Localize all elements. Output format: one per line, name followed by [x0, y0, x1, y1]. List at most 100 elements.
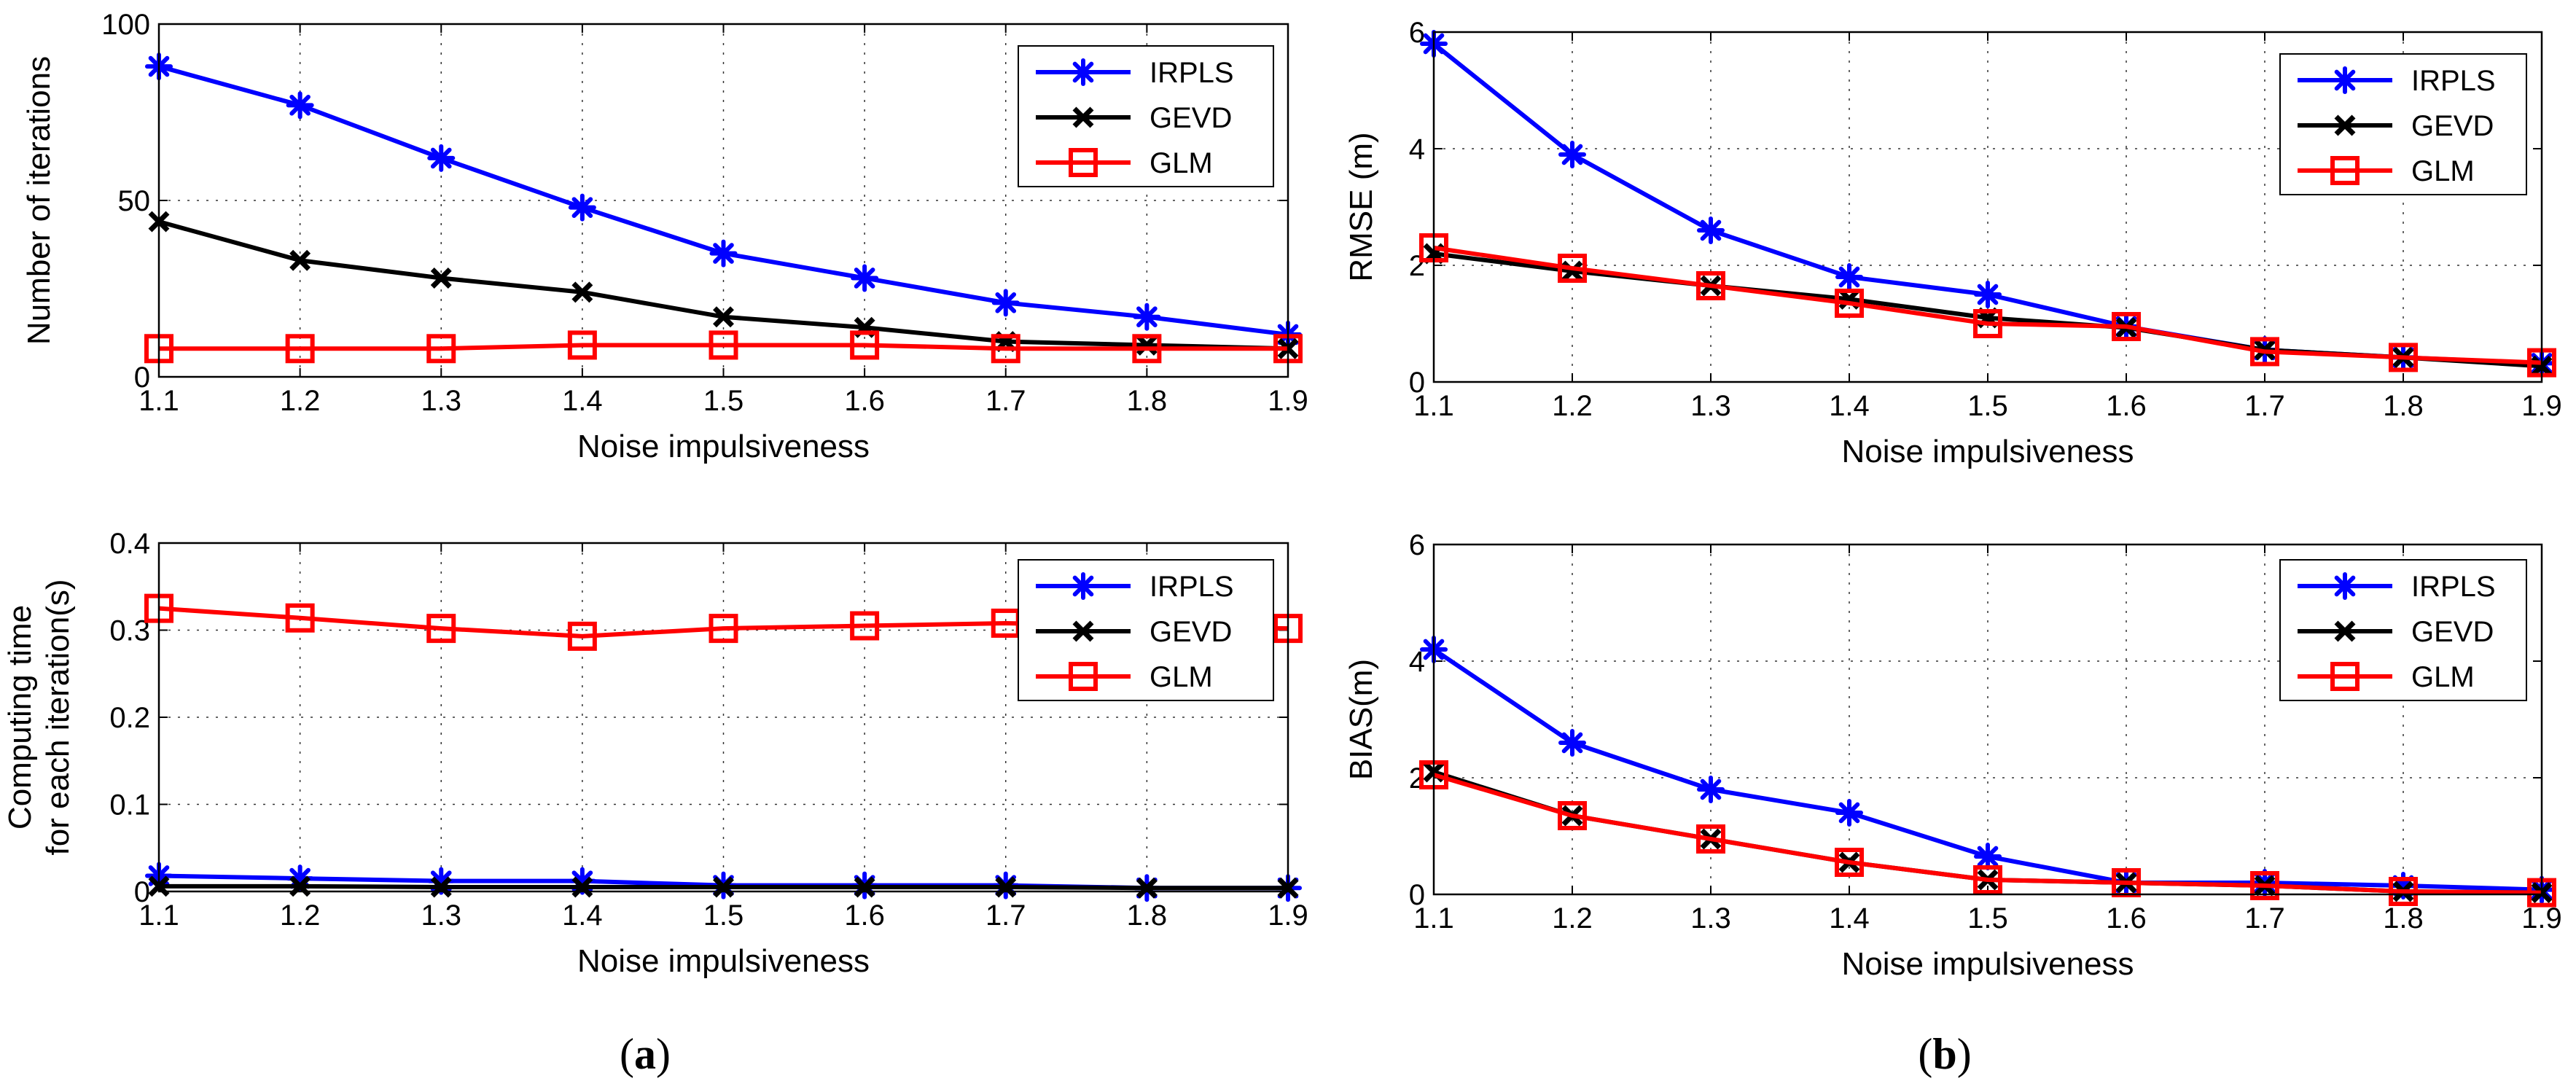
y-tick-label: 0.3	[109, 615, 150, 647]
legend-entry-irpls: IRPLS	[2298, 65, 2496, 97]
y-tick-label: 0	[134, 876, 150, 908]
data-point-irpls	[1974, 281, 2002, 308]
data-point-irpls	[1697, 776, 1725, 803]
data-point-gevd	[571, 876, 593, 898]
data-point-irpls	[709, 239, 738, 268]
x-tick-label: 1.3	[421, 385, 461, 417]
x-tick-label: 1.8	[1127, 899, 1168, 932]
data-point-gevd	[854, 876, 875, 898]
data-point-gevd	[571, 281, 593, 303]
y-tick-label: 0.4	[109, 528, 150, 560]
data-point-glm	[567, 330, 597, 360]
data-point-glm	[1558, 801, 1587, 830]
x-tick-label: 1.6	[844, 385, 885, 417]
legend-label: GEVD	[1150, 102, 1232, 134]
x-tick-label: 1.3	[421, 899, 461, 932]
caption-b: (b)	[1918, 1030, 1971, 1078]
x-axis-label: Noise impulsiveness	[1841, 946, 2134, 982]
data-point-irpls	[1835, 263, 1863, 291]
legend-entry-glm: GLM	[2298, 661, 2475, 693]
x-tick-label: 1.1	[138, 385, 179, 417]
data-point-irpls	[1558, 729, 1586, 757]
series-line-glm	[159, 343, 1288, 351]
series-line-glm	[1433, 773, 2542, 895]
data-point-glm	[850, 611, 880, 641]
data-point-irpls	[286, 91, 314, 120]
y-tick-label: 4	[1409, 646, 1425, 678]
x-tick-label: 1.9	[1268, 385, 1308, 417]
legend-entry-glm: GLM	[1036, 147, 1213, 179]
y-tick-label: 50	[118, 185, 151, 217]
legend-entry-gevd: GEVD	[2298, 616, 2494, 648]
data-point-gevd	[713, 306, 734, 328]
legend-label: IRPLS	[1150, 571, 1234, 603]
x-tick-label: 1.3	[1690, 902, 1731, 934]
data-point-gevd	[713, 876, 734, 898]
legend: IRPLS GEVD GLM	[1018, 559, 1274, 701]
x-axis-label: Noise impulsiveness	[1841, 434, 2134, 469]
legend-entry-glm: GLM	[2298, 155, 2475, 187]
x-tick-label: 1.2	[280, 385, 321, 417]
x-tick-label: 1.7	[2244, 902, 2285, 934]
data-point-gevd	[430, 876, 452, 898]
x-axis-label: Noise impulsiveness	[577, 943, 870, 979]
data-point-glm	[426, 614, 456, 644]
data-point-irpls	[1974, 843, 2002, 870]
legend-marker-glm	[2330, 156, 2360, 185]
data-point-irpls	[427, 144, 456, 172]
legend-entry-irpls: IRPLS	[1036, 57, 1234, 89]
legend-label: GLM	[1150, 147, 1213, 179]
data-point-glm	[285, 603, 315, 633]
y-tick-label: 4	[1409, 133, 1425, 165]
legend-label: IRPLS	[2411, 65, 2496, 97]
data-point-glm	[2250, 337, 2279, 367]
legend-label: IRPLS	[1150, 57, 1234, 89]
data-point-irpls	[991, 289, 1020, 317]
data-point-glm	[1696, 271, 1725, 300]
x-tick-label: 1.8	[2383, 902, 2424, 934]
data-point-gevd	[1136, 877, 1158, 899]
data-point-gevd	[1136, 334, 1158, 356]
x-tick-label: 1.5	[703, 899, 744, 932]
data-point-irpls	[851, 264, 879, 292]
legend-entry-gevd: GEVD	[1036, 616, 1232, 648]
x-axis-label: Noise impulsiveness	[577, 429, 870, 464]
y-axis-label: BIAS(m)	[1343, 659, 1379, 780]
legend-entry-gevd: GEVD	[2298, 110, 2494, 142]
data-point-glm	[2250, 871, 2279, 900]
data-point-glm	[709, 330, 738, 360]
data-point-glm	[567, 621, 597, 651]
y-tick-label: 0.2	[109, 702, 150, 734]
axes-box	[1432, 543, 2543, 896]
legend-entry-glm: GLM	[1036, 661, 1213, 693]
data-point-gevd	[430, 268, 452, 289]
legend-marker-glm	[2330, 662, 2360, 691]
data-point-glm	[1558, 254, 1587, 283]
x-tick-label: 1.4	[562, 385, 603, 417]
x-tick-label: 1.9	[1268, 899, 1308, 932]
legend-label: GEVD	[2411, 616, 2494, 648]
legend-entry-irpls: IRPLS	[2298, 571, 2496, 603]
data-point-glm	[2389, 343, 2418, 372]
x-tick-label: 1.7	[2244, 390, 2285, 422]
x-tick-label: 1.6	[2106, 902, 2147, 934]
data-point-irpls	[1697, 216, 1725, 244]
data-point-irpls	[1558, 141, 1586, 168]
x-tick-label: 1.5	[703, 385, 744, 417]
data-point-glm	[2389, 877, 2418, 906]
data-point-glm	[1835, 848, 1864, 877]
x-tick-label: 1.9	[2521, 390, 2562, 422]
x-tick-label: 1.8	[1127, 385, 1168, 417]
y-tick-label: 6	[1409, 529, 1425, 561]
x-tick-label: 1.9	[2521, 902, 2562, 934]
legend-marker-irpls	[1069, 572, 1097, 600]
data-point-gevd	[995, 876, 1017, 898]
legend-marker-gevd	[2334, 114, 2356, 136]
data-point-glm	[2112, 312, 2141, 341]
data-point-irpls	[1133, 302, 1161, 331]
y-tick-label: 0.1	[109, 789, 150, 821]
x-tick-label: 1.6	[2106, 390, 2147, 422]
